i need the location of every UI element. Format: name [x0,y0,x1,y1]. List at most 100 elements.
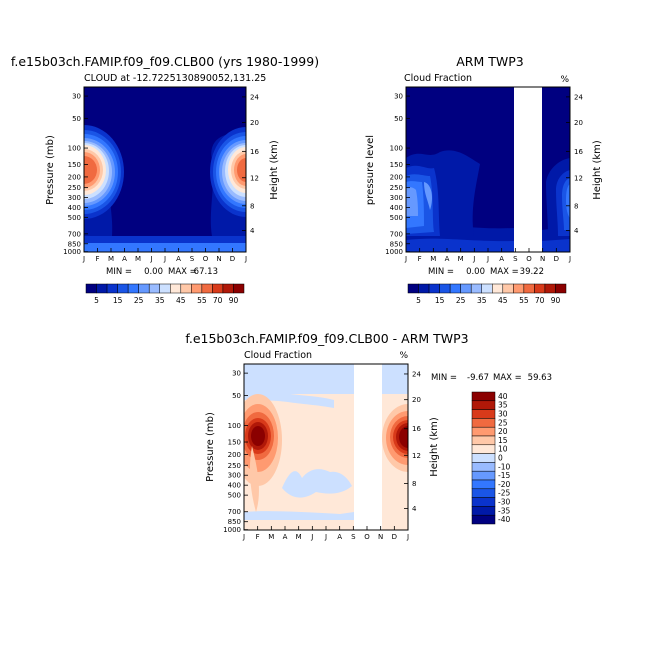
panel-model-colorbar: 5 15 25 35 45 55 70 90 [85,283,245,305]
colorbar-label: 45 [176,296,186,305]
y-tick-label: 300 [68,194,81,202]
colorbar-label: 90 [551,296,561,305]
colorbar-swatch [201,283,213,294]
colorbar-label: 45 [498,296,508,305]
y-right-tick-label: 12 [250,174,259,182]
colorbar-swatch [85,283,97,294]
x-tick-label: N [540,255,545,263]
colorbar-label: -25 [498,489,510,498]
x-tick-label: N [378,533,383,541]
x-tick-label: J [310,533,313,541]
panel-diff-max-label: MAX = [493,373,522,383]
x-tick-label: J [568,255,571,263]
panel-diff-ylabel-right: Height (km) [429,417,440,477]
colorbar-swatch [96,283,108,294]
panel-diff-axes: J F M A M J J A S O N D J305010015020025030040050070… [223,370,421,541]
panel-model-min-value: 0.00 [144,267,163,277]
colorbar-label: 55 [519,296,529,305]
x-tick-label: O [364,533,370,541]
colorbar-label: -40 [498,515,510,524]
x-tick-label: D [392,533,397,541]
panel-model-max-label: MAX = [168,267,197,277]
y-tick-label: 50 [394,115,403,123]
panel-model-ylabel: Pressure (mb) [45,135,56,205]
x-tick-label: J [149,255,152,263]
y-right-tick-label: 20 [574,119,583,127]
x-tick-label: J [244,255,247,263]
y-tick-label: 500 [390,214,403,222]
x-tick-label: M [108,255,114,263]
colorbar-swatch [523,283,535,294]
y-tick-label: 400 [390,204,403,212]
colorbar-swatch [544,283,556,294]
colorbar-label: 25 [134,296,144,305]
panel-obs-ylabel: pressure level [365,135,376,205]
y-tick-label: 700 [68,230,81,238]
x-tick-label: F [256,533,260,541]
x-tick-label: A [283,533,288,541]
colorbar-label: -20 [498,480,510,489]
y-right-tick-label: 16 [574,148,583,156]
colorbar-swatch [471,514,496,525]
colorbar-swatch [471,418,496,428]
x-tick-label: J [324,533,327,541]
panel-diff-unit: % [399,351,408,361]
colorbar-label: 40 [498,392,508,401]
colorbar-swatch [159,283,171,294]
colorbar-label: 25 [498,418,508,427]
x-tick-label: A [176,255,181,263]
x-tick-label: A [499,255,504,263]
y-tick-label: 700 [228,508,241,516]
y-tick-label: 850 [390,240,403,248]
colorbar-label: 5 [94,296,99,305]
colorbar-swatch [449,283,461,294]
panel-obs-contours [406,87,570,252]
colorbar-label: -30 [498,498,510,507]
colorbar-swatch [428,283,440,294]
x-tick-label: J [472,255,475,263]
panel-diff-subtitle: Cloud Fraction [244,350,312,361]
x-tick-label: N [216,255,221,263]
y-tick-label: 200 [68,173,81,181]
x-tick-label: M [296,533,302,541]
colorbar-swatch [418,283,430,294]
colorbar-label: 55 [197,296,207,305]
y-right-tick-label: 24 [412,370,421,378]
colorbar-label: 5 [416,296,421,305]
panel-obs-min-label: MIN = [428,267,454,277]
panel-model-ylabel-right: Height (km) [269,140,280,200]
colorbar-swatch [471,391,496,402]
colorbar-swatch [106,283,118,294]
panel-obs-title: ARM TWP3 [456,54,523,69]
colorbar-swatch [212,283,224,294]
colorbar-swatch [555,283,567,294]
y-tick-label: 30 [72,93,81,101]
y-tick-label: 200 [390,173,403,181]
panel-model-contours [84,87,246,252]
colorbar-swatch [481,283,493,294]
colorbar-label: 10 [498,445,508,454]
y-right-tick-label: 12 [574,174,583,182]
panel-diff-min-label: MIN = [431,373,457,383]
colorbar-swatch [471,462,496,472]
x-tick-label: S [351,533,356,541]
colorbar-label: 15 [113,296,123,305]
colorbar-label: 90 [229,296,239,305]
colorbar-swatch [471,453,496,463]
y-right-tick-label: 8 [574,202,578,210]
x-tick-label: A [122,255,127,263]
colorbar-swatch [407,283,419,294]
y-right-tick-label: 20 [412,396,421,404]
y-tick-label: 30 [394,93,403,101]
colorbar-swatch [471,444,496,454]
x-tick-label: M [430,255,436,263]
y-tick-label: 100 [68,145,81,153]
y-right-tick-label: 8 [250,202,254,210]
x-tick-label: M [458,255,464,263]
panel-obs-max-value: 39.22 [520,267,544,277]
colorbar-label: 70 [213,296,223,305]
y-tick-label: 50 [232,392,241,400]
panel-diff-ylabel: Pressure (mb) [205,412,216,482]
x-tick-label: S [513,255,518,263]
